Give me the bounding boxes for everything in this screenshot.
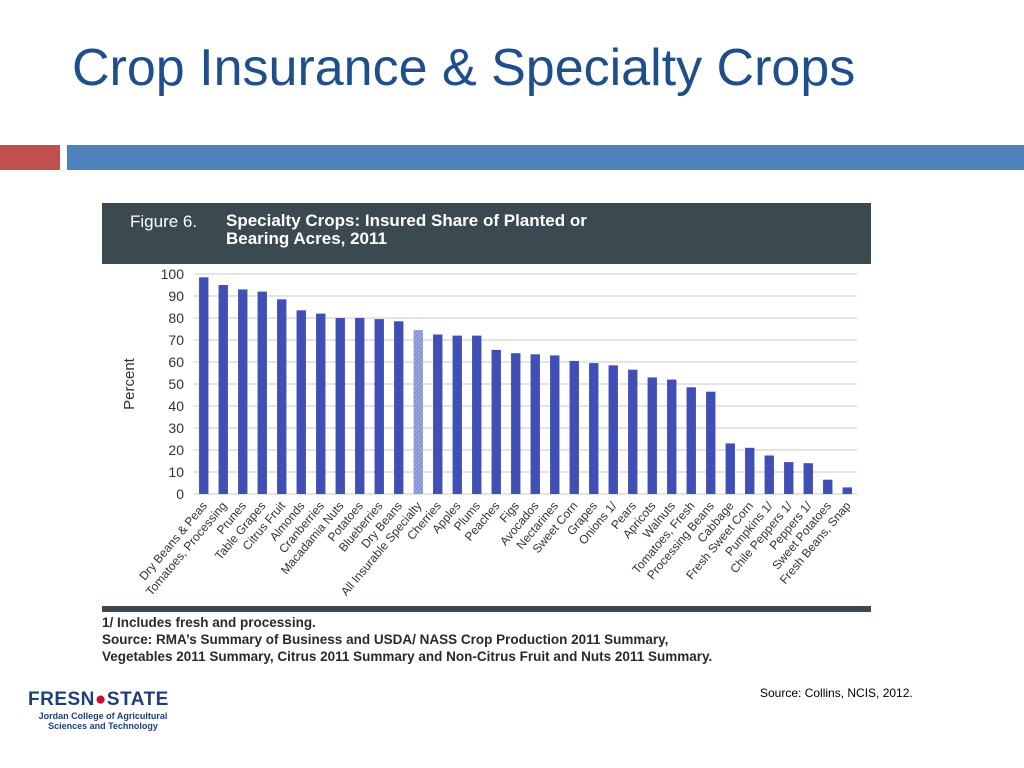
figure-title-line2: Bearing Acres, 2011 bbox=[226, 229, 387, 248]
fresno-state-logo: FRESN●STATE Jordan College of Agricultur… bbox=[28, 689, 178, 731]
figure-number: Figure 6. bbox=[130, 212, 198, 231]
y-tick-label: 80 bbox=[168, 310, 184, 326]
figure-title: Specialty Crops: Insured Share of Plante… bbox=[226, 212, 746, 248]
bar bbox=[472, 335, 482, 494]
logo-wordmark-part2: STATE bbox=[106, 689, 169, 710]
bar bbox=[628, 369, 638, 494]
y-tick-label: 30 bbox=[168, 420, 184, 436]
figure-title-line1: Specialty Crops: Insured Share of Plante… bbox=[226, 211, 587, 230]
y-tick-label: 10 bbox=[168, 464, 184, 480]
logo-wordmark: FRESN●STATE bbox=[28, 689, 178, 711]
bar bbox=[238, 289, 248, 494]
bar bbox=[764, 455, 774, 494]
y-tick-label: 90 bbox=[168, 288, 184, 304]
bar bbox=[277, 299, 287, 494]
y-tick-label: 60 bbox=[168, 354, 184, 370]
bar bbox=[667, 379, 677, 494]
y-tick-label: 0 bbox=[176, 486, 184, 502]
y-tick-label: 40 bbox=[168, 398, 184, 414]
bar bbox=[511, 353, 521, 494]
bar bbox=[218, 285, 228, 494]
bar bbox=[608, 365, 618, 494]
accent-bar-blue bbox=[67, 145, 1024, 170]
slide-title: Crop Insurance & Specialty Crops bbox=[72, 39, 856, 97]
y-tick-label: 50 bbox=[168, 376, 184, 392]
bar bbox=[374, 319, 384, 494]
accent-bar-red bbox=[0, 145, 60, 170]
bar bbox=[316, 313, 326, 494]
bar bbox=[550, 355, 560, 494]
bar bbox=[530, 354, 540, 494]
bar bbox=[803, 463, 813, 494]
bar bbox=[647, 377, 657, 494]
logo-subtitle-line1: Jordan College of Agricultural bbox=[38, 711, 168, 721]
footnote-includes: 1/ Includes fresh and processing. bbox=[102, 615, 316, 630]
figure-footer-rule bbox=[102, 606, 871, 612]
logo-subtitle-line2: Sciences and Technology bbox=[48, 721, 158, 731]
figure-header: Figure 6. Specialty Crops: Insured Share… bbox=[102, 203, 871, 264]
bar bbox=[413, 330, 423, 494]
y-tick-label: 70 bbox=[168, 332, 184, 348]
bar bbox=[355, 318, 365, 494]
y-tick-label: 100 bbox=[161, 266, 185, 282]
bar bbox=[199, 277, 209, 494]
y-tick-label: 20 bbox=[168, 442, 184, 458]
bar bbox=[842, 487, 852, 494]
footnote-source-line1: Source: RMA’s Summary of Business and US… bbox=[102, 632, 669, 647]
logo-wordmark-part1: FRESN bbox=[28, 689, 95, 710]
bar bbox=[823, 479, 833, 494]
bar bbox=[706, 391, 716, 494]
y-axis-label: Percent bbox=[121, 357, 138, 410]
logo-o-mark-icon: ● bbox=[94, 689, 107, 710]
bar bbox=[452, 335, 462, 494]
bar bbox=[589, 363, 599, 494]
bar bbox=[394, 321, 404, 494]
slide-source-note: Source: Collins, NCIS, 2012. bbox=[760, 686, 913, 700]
bar bbox=[745, 447, 755, 494]
footnote-source-line2: Vegetables 2011 Summary, Citrus 2011 Sum… bbox=[102, 649, 713, 664]
bar bbox=[296, 310, 306, 494]
bar bbox=[257, 291, 267, 494]
bar bbox=[433, 334, 443, 494]
bar bbox=[491, 349, 501, 494]
bar bbox=[335, 318, 345, 494]
bar bbox=[784, 462, 794, 494]
bar bbox=[686, 387, 696, 494]
logo-subtitle: Jordan College of Agricultural Sciences … bbox=[28, 711, 178, 731]
bar bbox=[569, 360, 579, 494]
bar bbox=[725, 443, 735, 494]
